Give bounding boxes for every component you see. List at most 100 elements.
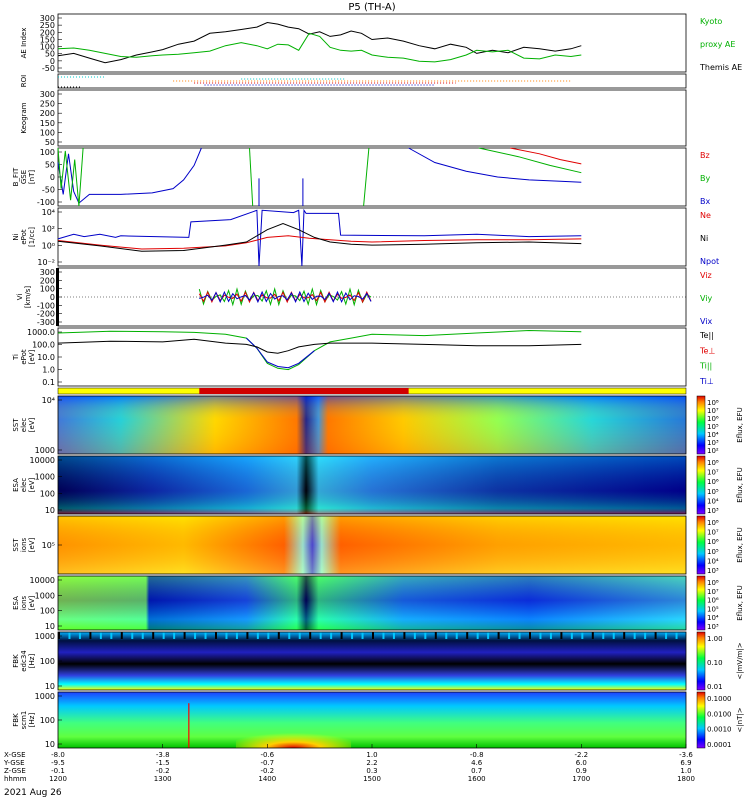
y-tick-label: 10² — [42, 225, 55, 234]
orbit-value: 4.6 — [471, 759, 483, 767]
legend-entry: Viy — [700, 294, 713, 303]
colorbar-tick: 10⁴ — [707, 614, 719, 622]
y-tick-label: 10 — [45, 622, 55, 631]
series-line — [57, 338, 582, 354]
legend-entry: Viz — [700, 271, 712, 280]
orbit-value: 1600 — [468, 775, 486, 783]
y-tick-label: 300 — [40, 14, 55, 23]
y-tick-label: -50 — [42, 186, 55, 195]
y-tick-label: 100.0 — [32, 341, 55, 350]
colorbar-tick: 0.0010 — [707, 726, 732, 734]
orbit-value: 1300 — [154, 775, 172, 783]
fbk-column — [424, 632, 427, 639]
y-tick-label: 100 — [40, 285, 55, 294]
orbit-value: 6.9 — [680, 759, 691, 767]
y-tick-label: 10.0 — [37, 353, 55, 362]
fbk-column — [288, 632, 291, 639]
y-tick-label: 10⁰ — [42, 241, 55, 250]
y-tick-label: 100 — [40, 657, 55, 666]
fbk-column — [361, 632, 364, 639]
y-axis-label: edc34 — [20, 650, 28, 672]
colorbar-tick: 10⁴ — [707, 497, 719, 505]
orbit-value: 1500 — [363, 775, 381, 783]
colorbar: 0.1000 0.0100 0.0010 0.0001 <|nT|> — [696, 691, 744, 749]
y-axis-label: ROI — [20, 75, 28, 87]
colorbar-label: Eflux, EFU — [736, 407, 744, 442]
panel-frame — [57, 13, 687, 73]
colorbar-label: Eflux, EFU — [736, 585, 744, 620]
y-tick-label: 10 — [45, 682, 55, 691]
fbk-column — [351, 632, 354, 639]
panel-frame — [57, 207, 687, 267]
series-line — [510, 147, 582, 165]
orbit-value: 1800 — [677, 775, 695, 783]
spectrogram-energy-shading — [58, 576, 686, 630]
fbk-column — [173, 632, 176, 639]
fbk-column — [183, 632, 186, 639]
panel-frame — [57, 455, 687, 515]
y-axis-label: [Hz] — [28, 713, 36, 728]
y-tick-label: 10000 — [30, 576, 55, 585]
y-tick-label: 0 — [50, 293, 55, 302]
y-axis-label: [Hz] — [28, 654, 36, 669]
fbk-column — [68, 632, 71, 639]
fbk-column — [633, 632, 636, 639]
panel-fbk_b: 1000 100 10 FBK scm1 [Hz] — [12, 691, 687, 749]
fbk-column — [445, 632, 448, 639]
series-line — [249, 147, 254, 207]
y-axis-label: AE Index — [20, 28, 28, 59]
y-tick-label: 1000.0 — [27, 328, 55, 337]
series-line — [57, 21, 582, 64]
fbk-column — [267, 632, 270, 639]
fbk-column — [58, 632, 60, 639]
fbk-wave-burst — [235, 722, 352, 748]
colorbar-tick: 10⁵ — [707, 488, 719, 496]
y-axis-label: ESA — [12, 596, 20, 610]
y-tick-label: -200 — [37, 310, 55, 319]
fbk-column — [476, 632, 479, 639]
orbit-value: -0.2 — [156, 767, 170, 775]
fbk-column — [277, 632, 280, 639]
series-line — [57, 235, 582, 250]
orbit-value: -0.7 — [260, 759, 274, 767]
panel-frame — [57, 147, 687, 207]
y-axis-label: [nT] — [28, 170, 36, 184]
y-axis-label: ions — [20, 595, 28, 610]
colorbar-tick: 10⁵ — [707, 423, 719, 431]
fbk-column — [602, 632, 605, 639]
fbk-column — [403, 632, 406, 639]
colorbar-tick: 10⁵ — [707, 548, 719, 556]
colorbar-tick: 0.0100 — [707, 710, 732, 718]
y-axis-label: FBK — [12, 713, 20, 727]
orbit-value: 1200 — [49, 775, 67, 783]
colorbar-tick: 10⁶ — [707, 538, 719, 546]
panel-bfield: 100 50 0 -50 -100 B_FIT GSE [nT] Bz By Bx — [12, 147, 710, 207]
y-axis-label: [eV] — [28, 417, 36, 432]
fbk-column — [382, 632, 385, 639]
colorbar-tick: 10⁴ — [707, 431, 719, 439]
colorbar-label: Eflux, EFU — [736, 527, 744, 562]
legend-entry: Npot — [700, 257, 719, 266]
y-axis-label: [eV] — [28, 595, 36, 610]
colorbar-tick: 10³ — [707, 567, 719, 575]
fbk-column — [466, 632, 469, 639]
y-tick-label: -100 — [37, 198, 55, 207]
y-axis-label: ESA — [12, 478, 20, 492]
legend-entry: Bx — [700, 197, 710, 206]
colorbar-scale — [696, 455, 706, 515]
fbk-column — [560, 632, 563, 639]
fbk-column — [319, 632, 322, 639]
fbk-column — [518, 632, 521, 639]
panel-sst_e: 10⁴ 1000 SST elec [eV] — [12, 395, 687, 455]
colorbar-tick: 10⁵ — [707, 605, 719, 613]
orbit-value: -3.8 — [156, 751, 170, 759]
y-axis-label: ions — [20, 537, 28, 552]
fbk-column — [591, 632, 594, 639]
fbk-column — [246, 632, 249, 639]
colorbar-tick: 10⁸ — [707, 579, 719, 587]
y-axis-label: Ti — [12, 354, 20, 361]
legend-entry: Kyoto — [700, 17, 722, 26]
